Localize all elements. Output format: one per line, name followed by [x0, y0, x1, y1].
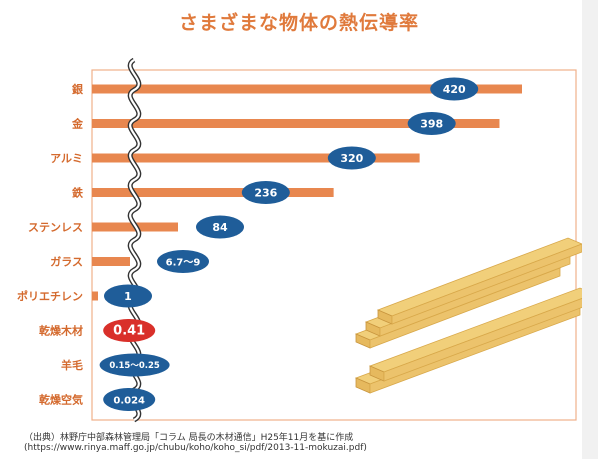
value-badge-item-9: 0.15～0.25 [99, 353, 170, 377]
value-label-item-10: 0.024 [113, 396, 145, 407]
value-label-item-6: 6.7～9 [166, 258, 201, 269]
chart-title: さまざまな物体の熱伝導率 [178, 12, 419, 34]
category-label-item-5: ステンレス [28, 221, 83, 234]
category-label-item-1: 銀 [72, 82, 83, 96]
category-label-item-2: 金 [71, 117, 84, 131]
value-badge-item-8: 0.41 [103, 319, 156, 342]
category-label-item-10: 乾燥空気 [39, 393, 83, 407]
value-label-item-1: 420 [443, 83, 466, 96]
bar-item-4 [92, 188, 334, 197]
value-label-item-3: 320 [340, 152, 363, 165]
bar-item-2 [92, 119, 500, 128]
bar-item-1 [92, 84, 522, 94]
value-badge-item-7: 1 [104, 284, 152, 308]
category-label-item-8: 乾燥木材 [39, 324, 83, 338]
value-label-item-2: 398 [420, 118, 443, 131]
bar-item-3 [92, 153, 420, 163]
value-label-item-5: 84 [212, 221, 228, 234]
value-label-item-8: 0.41 [113, 324, 145, 339]
bar-item-6 [92, 257, 130, 266]
source-note: （出典）林野庁中部森林管理局「コラム 局長の木材通信」H25年11月を基に作成 [24, 433, 354, 443]
value-badge-item-6: 6.7～9 [157, 250, 209, 273]
page-edge [582, 0, 598, 459]
value-badge-item-3: 320 [327, 146, 376, 170]
category-label-item-3: アルミ [50, 152, 83, 165]
value-label-item-7: 1 [124, 290, 132, 303]
category-label-item-4: 鉄 [72, 186, 84, 200]
value-badge-item-5: 84 [196, 215, 244, 239]
value-badge-item-4: 236 [241, 181, 290, 204]
category-label-item-6: ガラス [50, 255, 83, 269]
value-badge-item-10: 0.024 [103, 388, 156, 411]
category-label-item-9: 羊毛 [61, 358, 83, 372]
wood-illustration [354, 237, 596, 394]
value-label-item-9: 0.15～0.25 [109, 361, 160, 371]
category-label-item-7: ポリエチレン [17, 289, 83, 303]
value-label-item-4: 236 [254, 187, 277, 200]
bar-item-7 [92, 291, 98, 301]
value-badge-item-2: 398 [407, 112, 456, 135]
source-url: (https://www.rinya.maff.go.jp/chubu/koho… [24, 443, 367, 453]
value-badge-item-1: 420 [430, 77, 479, 101]
